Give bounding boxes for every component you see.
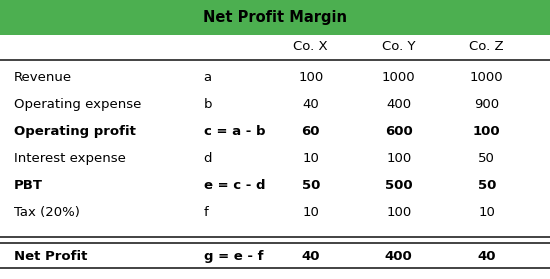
- Text: Net Profit Margin: Net Profit Margin: [203, 10, 347, 25]
- Text: e = c - d: e = c - d: [204, 179, 265, 192]
- Text: c = a - b: c = a - b: [204, 125, 265, 138]
- Text: Operating profit: Operating profit: [14, 125, 136, 138]
- Text: Interest expense: Interest expense: [14, 152, 125, 165]
- Text: 10: 10: [478, 206, 495, 219]
- Text: 400: 400: [385, 250, 412, 263]
- Text: f: f: [204, 206, 208, 219]
- Text: 40: 40: [301, 250, 320, 263]
- Text: Co. Z: Co. Z: [470, 40, 504, 52]
- Text: 50: 50: [301, 179, 320, 192]
- Text: d: d: [204, 152, 212, 165]
- Text: 1000: 1000: [470, 71, 504, 84]
- Text: 100: 100: [386, 206, 411, 219]
- Text: Operating expense: Operating expense: [14, 98, 141, 111]
- Text: Tax (20%): Tax (20%): [14, 206, 80, 219]
- Text: Net Profit: Net Profit: [14, 250, 87, 263]
- Text: 100: 100: [386, 152, 411, 165]
- Text: 10: 10: [302, 152, 319, 165]
- Text: Co. X: Co. X: [294, 40, 328, 52]
- Text: 600: 600: [385, 125, 412, 138]
- Text: Co. Y: Co. Y: [382, 40, 415, 52]
- Bar: [0, 0, 550, 35]
- Text: 100: 100: [298, 71, 323, 84]
- Text: 60: 60: [301, 125, 320, 138]
- Text: 100: 100: [473, 125, 500, 138]
- Text: b: b: [204, 98, 212, 111]
- Text: 10: 10: [302, 206, 319, 219]
- Text: 900: 900: [474, 98, 499, 111]
- Text: g = e - f: g = e - f: [204, 250, 263, 263]
- Text: PBT: PBT: [14, 179, 43, 192]
- Text: 50: 50: [478, 152, 495, 165]
- Text: 500: 500: [385, 179, 412, 192]
- Text: 50: 50: [477, 179, 496, 192]
- Text: 400: 400: [386, 98, 411, 111]
- Text: 1000: 1000: [382, 71, 416, 84]
- Text: 40: 40: [477, 250, 496, 263]
- Text: 40: 40: [302, 98, 319, 111]
- Text: a: a: [204, 71, 212, 84]
- Text: Revenue: Revenue: [14, 71, 72, 84]
